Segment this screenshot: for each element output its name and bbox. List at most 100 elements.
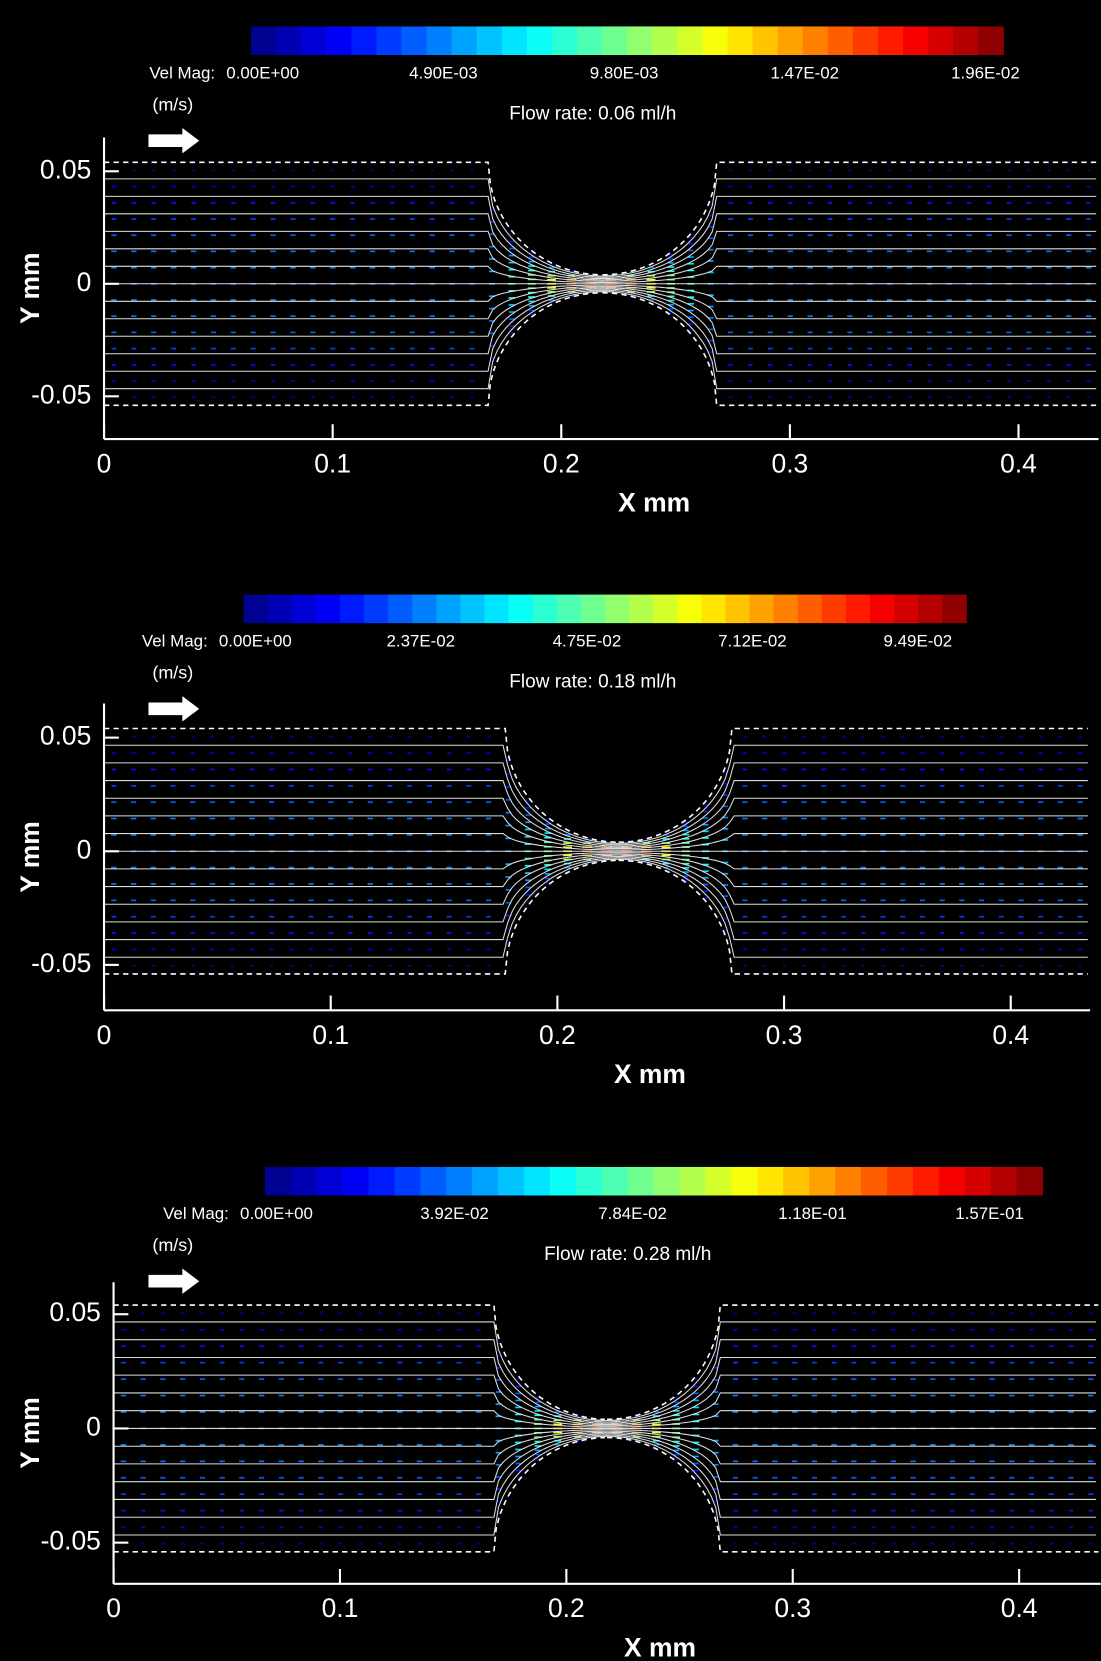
colorbar-block xyxy=(301,26,327,56)
colorbar-block xyxy=(364,594,389,624)
colorbar-block xyxy=(629,594,654,624)
streamline xyxy=(104,854,1088,905)
y-tick-label: 0 xyxy=(86,1411,101,1441)
panel: 0.00E+00 2.37E-02 4.75E-02 7.12E-02 9.49E-02… xyxy=(15,594,1091,1089)
streamline xyxy=(104,744,1088,844)
streamline xyxy=(104,285,1097,320)
colorbar-tick-label: 4.75E-02 xyxy=(553,632,622,651)
colorbar-tick-label: 0.00E+00 xyxy=(219,632,292,651)
colorbar-block xyxy=(797,594,823,624)
colorbar-block xyxy=(290,1166,318,1196)
colorbar-block xyxy=(460,594,486,624)
colorbar-block xyxy=(827,26,854,56)
colorbar-block xyxy=(498,1166,525,1196)
colorbar-block xyxy=(451,26,478,56)
streamline xyxy=(104,287,1097,337)
y-tick-label: 0 xyxy=(77,834,92,864)
colorbar-unit: (m/s) xyxy=(152,663,193,683)
colorbar-tick-label: 1.57E-01 xyxy=(955,1204,1024,1223)
wall xyxy=(618,859,1088,975)
colorbar-tick-label: 1.47E-02 xyxy=(770,64,839,83)
wall xyxy=(104,161,601,276)
colorbar-block xyxy=(749,594,775,624)
x-tick-label: 0 xyxy=(97,1020,112,1050)
colorbar-tick-label: 7.12E-02 xyxy=(718,632,787,651)
colorbar-unit: (m/s) xyxy=(152,1235,193,1255)
colorbar-block xyxy=(835,1166,862,1196)
colorbar-block xyxy=(376,26,403,56)
colorbar-tick-label: 9.49E-02 xyxy=(884,632,953,651)
streamline xyxy=(104,284,1097,302)
colorbar-tick-label: 1.18E-01 xyxy=(778,1204,847,1223)
colorbar-block xyxy=(727,26,754,56)
panel: 0.00E+00 4.90E-03 9.80E-03 1.47E-02 1.96E-02… xyxy=(15,26,1099,518)
colorbar-tick-label: 9.80E-03 xyxy=(590,64,659,83)
wall xyxy=(104,727,617,843)
y-axis-label: Y mm xyxy=(15,253,45,325)
x-tick-label: 0.1 xyxy=(314,448,351,478)
colorbar-tick-label: 0.00E+00 xyxy=(226,64,299,83)
colorbar-block xyxy=(809,1166,836,1196)
colorbar-block xyxy=(627,1166,655,1196)
colorbar-block xyxy=(291,594,317,624)
x-tick-label: 0.2 xyxy=(548,1593,585,1623)
x-axis-label: X mm xyxy=(624,1632,696,1661)
streamline xyxy=(113,1433,1097,1500)
colorbar-block xyxy=(556,594,582,624)
colorbar-block xyxy=(472,1166,499,1196)
colorbar-block xyxy=(821,594,847,624)
x-tick-label: 0.2 xyxy=(543,448,580,478)
y-tick-label: 0.05 xyxy=(49,1297,100,1327)
colorbar-block xyxy=(276,26,302,56)
streamline xyxy=(113,1435,1097,1536)
streamline xyxy=(104,291,1097,390)
y-tick-label: -0.05 xyxy=(41,1526,101,1556)
colorbar-block xyxy=(412,594,437,624)
x-tick-label: 0.1 xyxy=(312,1020,349,1050)
streamline xyxy=(104,780,1088,847)
colorbar-block xyxy=(627,26,653,56)
colorbar-block xyxy=(861,1166,888,1196)
colorbar-block xyxy=(653,594,678,624)
colorbar-block xyxy=(783,1166,810,1196)
x-tick-label: 0 xyxy=(97,448,112,478)
colorbar-block xyxy=(526,26,553,56)
colorbar-block xyxy=(575,1166,603,1196)
colorbar-tick-label: 0.00E+00 xyxy=(240,1204,313,1223)
streamline xyxy=(104,853,1088,888)
colorbar-block xyxy=(953,26,979,56)
streamline xyxy=(104,797,1088,848)
colorbar-block xyxy=(679,1166,707,1196)
streamline xyxy=(113,1434,1097,1518)
colorbar-block xyxy=(990,1166,1018,1196)
streamline xyxy=(104,265,1097,284)
colorbar-block xyxy=(677,26,703,56)
streamline xyxy=(113,1431,1097,1483)
colorbar-block xyxy=(476,26,503,56)
colorbar-block xyxy=(652,26,678,56)
streamline xyxy=(113,1321,1097,1422)
x-axis-label: X mm xyxy=(614,1059,686,1089)
colorbar-block xyxy=(315,594,341,624)
streamline xyxy=(104,289,1097,372)
colorbar-block xyxy=(677,594,702,624)
colorbar-block xyxy=(964,1166,992,1196)
colorbar-block xyxy=(918,594,943,624)
wall xyxy=(104,292,601,407)
colorbar-block xyxy=(978,26,1004,56)
colorbar-block xyxy=(264,1166,292,1196)
colorbar-tick-label: 7.84E-02 xyxy=(598,1204,667,1223)
colorbar-block xyxy=(508,594,534,624)
colorbar-tick-label: 4.90E-03 xyxy=(409,64,478,83)
colorbar-block xyxy=(604,594,630,624)
colorbar-block xyxy=(267,594,293,624)
colorbar-label: Vel Mag: xyxy=(149,64,215,83)
streamline xyxy=(104,230,1097,281)
colorbar-block xyxy=(869,594,895,624)
streamline xyxy=(104,178,1097,277)
flow-arrow xyxy=(148,128,200,154)
y-tick-label: 0.05 xyxy=(40,154,91,184)
colorbar-tick-label: 2.37E-02 xyxy=(386,632,455,651)
